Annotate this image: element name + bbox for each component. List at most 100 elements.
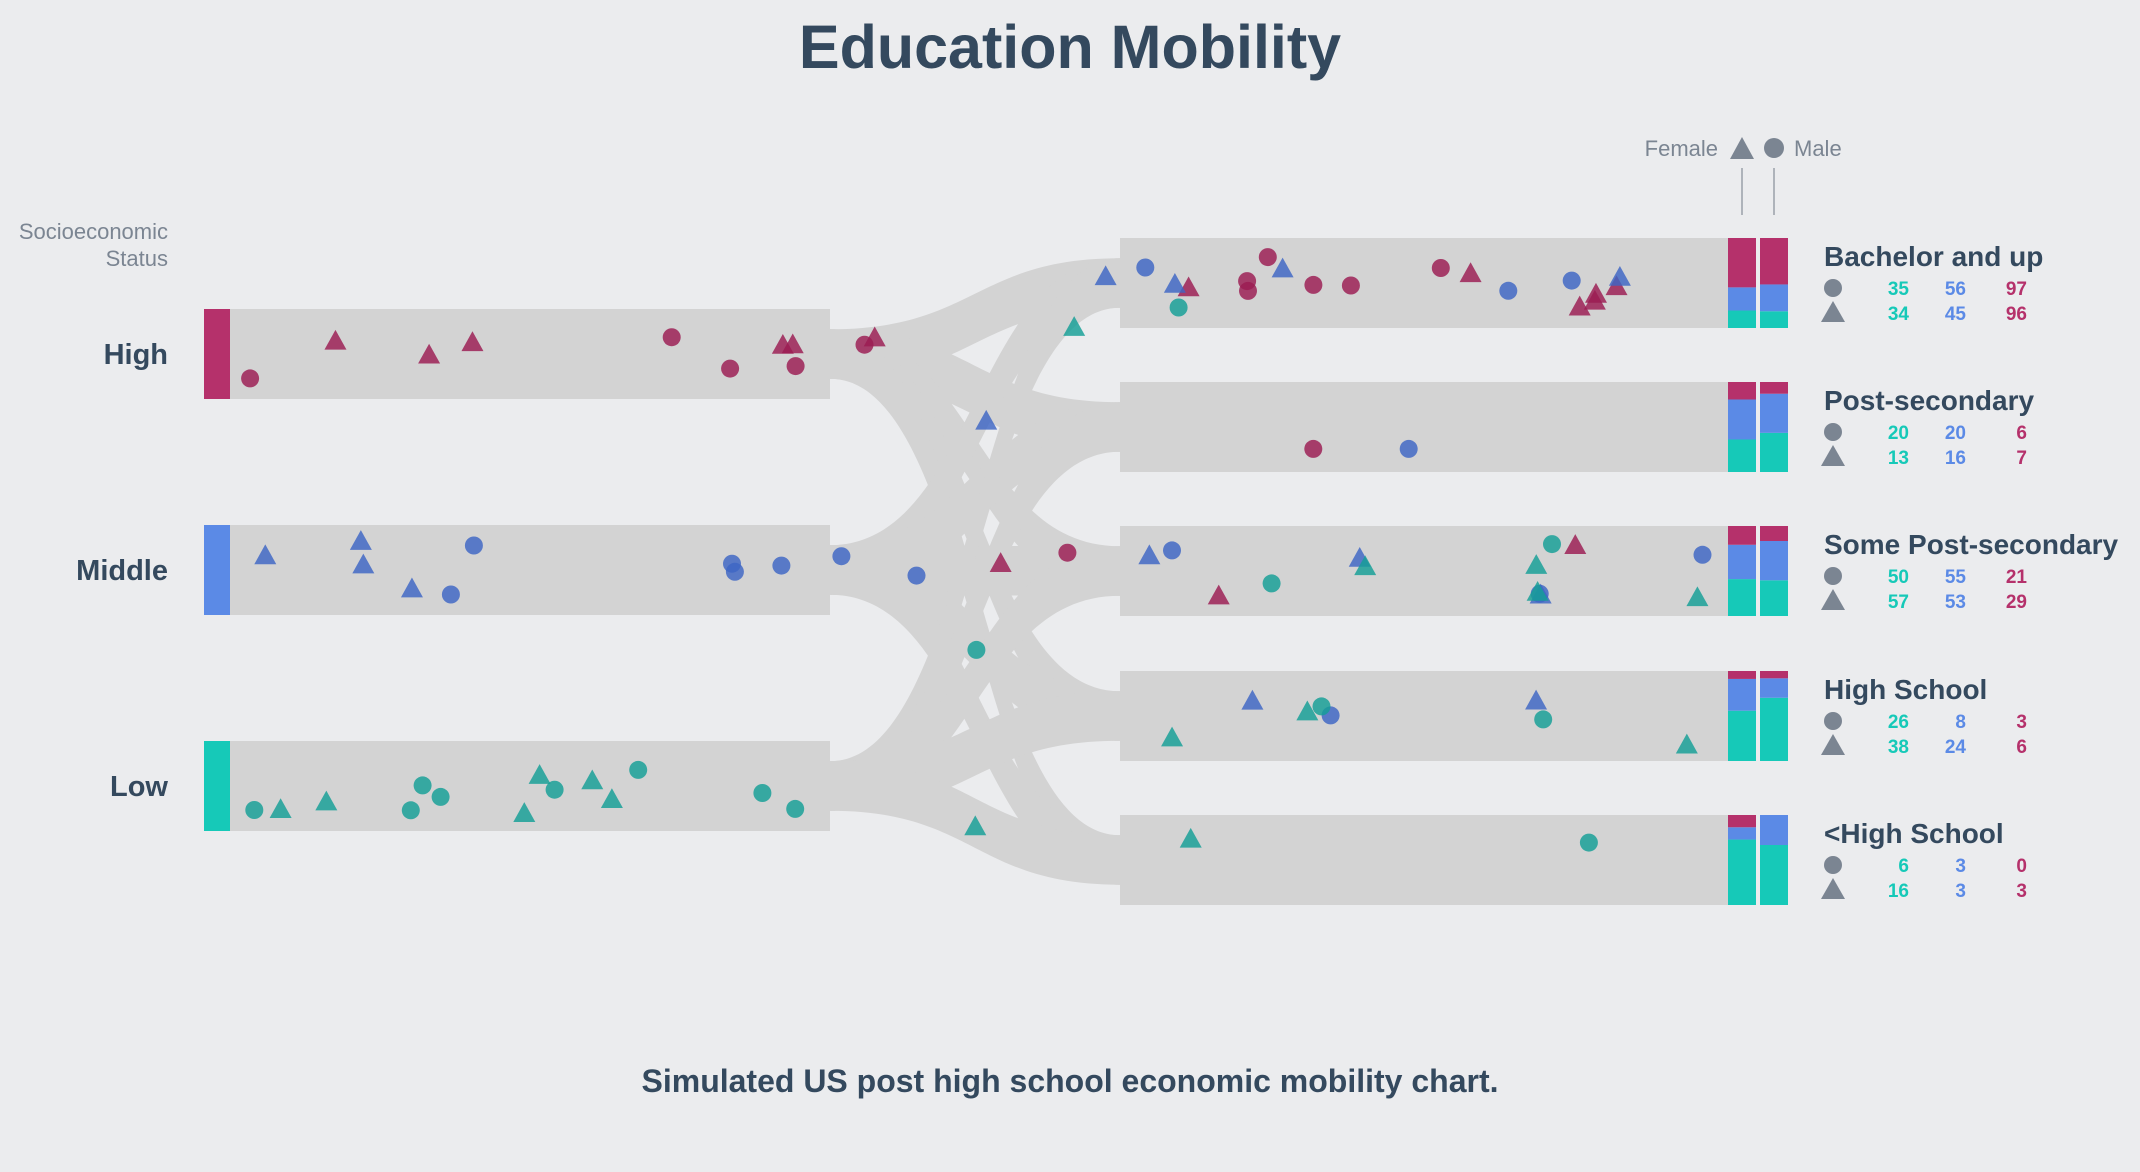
stack-male-high-bachelor-and-up [1760, 238, 1788, 285]
legend-female-label: Female [1645, 136, 1718, 161]
count-male-high: 21 [2006, 567, 2028, 588]
count-female-low: 57 [1888, 592, 1909, 613]
stack-female-high-post-secondary [1728, 382, 1756, 400]
male-marker [1238, 272, 1257, 291]
male-marker [1341, 276, 1360, 295]
stack-male-high-some-post-secondary [1760, 526, 1788, 541]
male-marker [662, 328, 681, 347]
source-bar-low [204, 741, 230, 831]
count-female-high: 3 [2016, 881, 2027, 902]
male-marker [967, 640, 986, 659]
female-marker [513, 802, 536, 822]
female-marker [352, 553, 375, 574]
male-row-icon [1824, 567, 1842, 585]
male-marker [464, 536, 483, 555]
stack-male-low-high-school [1760, 697, 1788, 761]
count-male-high: 97 [2006, 279, 2027, 300]
legend-male-label: Male [1794, 136, 1842, 161]
male-marker [1312, 697, 1331, 716]
male-marker [1543, 535, 1561, 554]
female-marker [1525, 554, 1548, 574]
count-female-low: 38 [1888, 737, 1909, 758]
male-marker [1304, 275, 1323, 294]
count-male-middle: 55 [1945, 567, 1967, 588]
female-marker [418, 343, 441, 364]
outcome-label-high-school: <High School [1824, 818, 2004, 849]
male-marker [772, 556, 791, 575]
axis-label-line-2: Status [106, 246, 168, 271]
stack-male-low-high-school [1760, 845, 1788, 905]
outcome-label-high-school: High School [1824, 674, 1987, 705]
stack-female-high-high-school [1728, 815, 1756, 828]
stack-female-middle-some-post-secondary [1728, 544, 1756, 580]
male-marker [545, 780, 564, 799]
female-row-icon [1821, 734, 1845, 755]
female-marker [1296, 700, 1319, 721]
female-marker [349, 530, 372, 550]
count-female-middle: 24 [1945, 737, 1967, 758]
stack-male-middle-bachelor-and-up [1760, 284, 1788, 312]
female-marker [1568, 295, 1591, 316]
male-marker [629, 760, 648, 779]
count-male-middle: 3 [1955, 856, 1966, 877]
male-marker [1499, 281, 1518, 300]
female-marker [1271, 257, 1294, 278]
male-marker [1579, 833, 1598, 852]
male-marker [832, 547, 851, 566]
stack-female-low-high-school [1728, 839, 1756, 905]
female-marker [254, 544, 277, 565]
source-bar-high [204, 309, 230, 399]
male-marker [1693, 545, 1712, 564]
band-outcome-high-school [1120, 815, 1728, 905]
male-marker [786, 357, 805, 376]
male-marker [241, 369, 260, 388]
source-label-middle: Middle [76, 555, 168, 587]
male-marker [1163, 541, 1181, 560]
count-female-low: 13 [1888, 448, 1909, 469]
stack-female-high-bachelor-and-up [1728, 238, 1756, 288]
male-marker [753, 784, 772, 802]
count-male-high: 3 [2016, 712, 2027, 733]
count-male-low: 6 [1898, 856, 1909, 877]
outcome-label-some-post-secondary: Some Post-secondary [1824, 529, 2119, 560]
male-marker [1534, 710, 1553, 729]
male-marker [441, 585, 460, 604]
stack-male-high-post-secondary [1760, 382, 1788, 394]
stack-male-middle-high-school [1760, 815, 1788, 845]
source-label-high: High [104, 339, 168, 371]
female-marker [1686, 586, 1709, 607]
stack-female-high-some-post-secondary [1728, 526, 1756, 545]
female-row-icon [1821, 445, 1845, 466]
stack-male-low-bachelor-and-up [1760, 311, 1788, 328]
male-row-icon [1824, 279, 1842, 297]
female-marker [975, 409, 998, 430]
count-female-middle: 16 [1945, 448, 1966, 469]
count-male-low: 35 [1888, 279, 1910, 300]
female-marker [1459, 262, 1482, 283]
female-marker [400, 577, 423, 598]
female-marker [600, 788, 623, 809]
female-row-icon [1821, 301, 1845, 322]
count-female-middle: 45 [1945, 304, 1967, 325]
outcome-label-post-secondary: Post-secondary [1824, 385, 2034, 416]
legend-male-icon [1764, 138, 1784, 158]
male-marker [1262, 574, 1281, 593]
male-marker [245, 801, 264, 819]
count-female-low: 34 [1888, 304, 1910, 325]
band-low-to-some-post-secondary [830, 546, 1120, 811]
female-marker [1526, 580, 1549, 601]
stack-female-low-some-post-secondary [1728, 579, 1756, 616]
female-row-icon [1821, 878, 1845, 899]
male-marker [1058, 543, 1077, 562]
chart-subtitle: Simulated US post high school economic m… [642, 1063, 1499, 1099]
female-marker [1161, 726, 1184, 747]
band-low-to-post-secondary [830, 402, 1120, 811]
stack-female-middle-bachelor-and-up [1728, 287, 1756, 311]
female-marker [581, 769, 604, 790]
female-marker [1094, 265, 1117, 286]
stack-male-low-post-secondary [1760, 432, 1788, 472]
count-male-low: 26 [1888, 712, 1909, 733]
stack-female-middle-post-secondary [1728, 399, 1756, 440]
gender-legend: Female Male [1645, 136, 1842, 215]
